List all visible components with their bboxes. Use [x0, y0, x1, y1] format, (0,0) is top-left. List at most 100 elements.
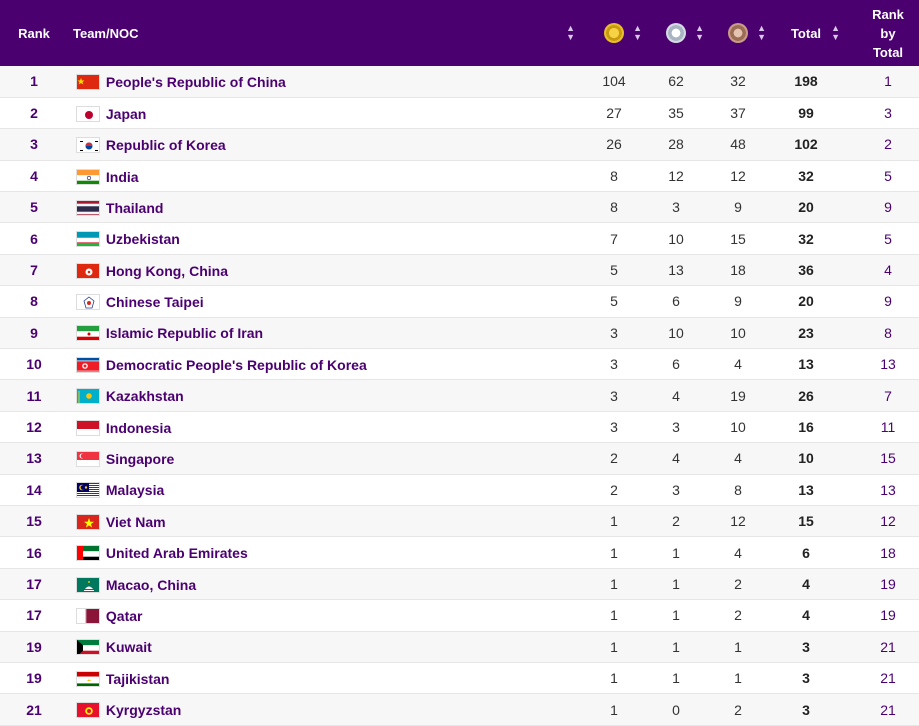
rank-by-total-column-header[interactable]: Rank by Total ▲▼ [843, 0, 919, 66]
team-cell[interactable]: Islamic Republic of Iran [68, 317, 583, 348]
country-name[interactable]: Qatar [105, 607, 143, 624]
dprk-flag-icon [76, 356, 100, 373]
team-cell[interactable]: Democratic People's Republic of Korea [68, 349, 583, 380]
sort-arrows-icon[interactable]: ▲ ▼ [633, 23, 642, 42]
table-row[interactable]: 16 United Arab Emirates 1 1 4 6 18 [0, 536, 919, 569]
team-cell[interactable]: Indonesia [68, 411, 583, 442]
table-row[interactable]: 9 Islamic Republic of Iran 3 10 10 23 8 [0, 317, 919, 349]
country-name[interactable]: Kuwait [105, 639, 152, 656]
table-row[interactable]: 6 Uzbekistan 7 10 15 32 5 [0, 222, 919, 255]
team-cell[interactable]: United Arab Emirates [68, 537, 583, 568]
bronze-count: 12 [730, 167, 746, 184]
total-count: 4 [802, 607, 810, 624]
table-row[interactable]: 10 Democratic People's Republic of Korea… [0, 348, 919, 380]
team-cell[interactable]: Kuwait [68, 631, 583, 662]
total-count: 32 [798, 230, 814, 247]
table-row[interactable]: 19 Kuwait 1 1 1 3 21 [0, 631, 919, 663]
rank-column-header[interactable]: Rank [0, 0, 68, 66]
table-row[interactable]: 13 Singapore 2 4 4 10 15 [0, 442, 919, 475]
table-row[interactable]: 19 Tajikistan 1 1 1 3 21 [0, 662, 919, 694]
rank-cell: 19 [26, 670, 42, 687]
country-name[interactable]: Uzbekistan [105, 231, 180, 248]
country-name[interactable]: Viet Nam [105, 513, 166, 530]
country-name[interactable]: Republic of Korea [105, 137, 226, 154]
team-cell[interactable]: Kazakhstan [68, 380, 583, 411]
team-cell[interactable]: Kyrgyzstan [68, 694, 583, 725]
rank-cell: 11 [26, 387, 42, 404]
team-column-header[interactable]: Team/NOC ▲ ▼ [68, 0, 583, 66]
team-cell[interactable]: Uzbekistan [68, 223, 583, 254]
country-name[interactable]: Chinese Taipei [105, 294, 204, 311]
team-cell[interactable]: Macao, China [68, 568, 583, 599]
table-row[interactable]: 3 Republic of Korea 26 28 48 102 2 [0, 128, 919, 161]
gold-count: 5 [610, 293, 618, 310]
team-cell[interactable]: Singapore [68, 443, 583, 474]
team-cell[interactable]: Republic of Korea [68, 129, 583, 160]
thailand-flag-icon [76, 199, 100, 216]
table-row[interactable]: 12 Indonesia 3 3 10 16 11 [0, 411, 919, 443]
table-row[interactable]: 1 People's Republic of China 104 62 32 1… [0, 66, 919, 98]
country-name[interactable]: Thailand [105, 199, 164, 216]
team-cell[interactable]: Hong Kong, China [68, 254, 583, 285]
table-row[interactable]: 21 Kyrgyzstan 1 0 2 3 21 [0, 693, 919, 726]
table-row[interactable]: 17 Qatar 1 1 2 4 19 [0, 599, 919, 632]
country-name[interactable]: Macao, China [105, 576, 197, 593]
team-cell[interactable]: Tajikistan [68, 662, 583, 693]
silver-count: 4 [672, 387, 680, 404]
table-header: Rank Team/NOC ▲ ▼ ▲ ▼ ▲ ▼ ▲ ▼ Total ▲ ▼ [0, 0, 919, 66]
country-name[interactable]: India [105, 168, 139, 185]
table-row[interactable]: 2 Japan 27 35 37 99 3 [0, 97, 919, 129]
team-cell[interactable]: Chinese Taipei [68, 286, 583, 317]
gold-column-header[interactable]: ▲ ▼ [583, 0, 645, 66]
country-name[interactable]: Tajikistan [105, 670, 170, 687]
country-name[interactable]: Islamic Republic of Iran [105, 325, 264, 342]
country-name[interactable]: Kyrgyzstan [105, 702, 182, 719]
rank-by-total-cell: 7 [884, 387, 892, 404]
table-row[interactable]: 17 Macao, China 1 1 2 4 19 [0, 568, 919, 600]
table-row[interactable]: 4 India 8 12 12 32 5 [0, 160, 919, 192]
country-name[interactable]: Hong Kong, China [105, 262, 228, 279]
country-name[interactable]: Malaysia [105, 482, 165, 499]
bronze-count: 10 [730, 418, 746, 435]
sort-arrows-icon[interactable]: ▲ ▼ [757, 23, 766, 42]
gold-count: 2 [610, 481, 618, 498]
table-row[interactable]: 8 Chinese Taipei 5 6 9 20 9 [0, 285, 919, 318]
team-cell[interactable]: India [68, 160, 583, 191]
team-cell[interactable]: Japan [68, 97, 583, 128]
rank-cell: 15 [26, 513, 42, 530]
country-name[interactable]: Singapore [105, 451, 175, 468]
country-name[interactable]: People's Republic of China [105, 74, 286, 91]
rank-cell: 21 [26, 701, 42, 718]
rank-by-total-cell: 8 [884, 324, 892, 341]
country-name[interactable]: United Arab Emirates [105, 545, 248, 562]
table-row[interactable]: 5 Thailand 8 3 9 20 9 [0, 191, 919, 223]
bronze-count: 4 [734, 450, 742, 467]
team-cell[interactable]: Thailand [68, 192, 583, 223]
country-name[interactable]: Kazakhstan [105, 388, 184, 405]
team-cell[interactable]: Viet Nam [68, 505, 583, 536]
rank-by-total-label-2: by [880, 25, 896, 41]
gold-count: 104 [602, 73, 626, 90]
gold-count: 3 [610, 356, 618, 373]
country-name[interactable]: Japan [105, 105, 147, 122]
sort-arrows-icon[interactable]: ▲ ▼ [831, 23, 840, 42]
india-flag-icon [76, 168, 100, 185]
bronze-count: 4 [734, 356, 742, 373]
country-name[interactable]: Indonesia [105, 419, 172, 436]
team-cell[interactable]: Qatar [68, 600, 583, 631]
table-row[interactable]: 15 Viet Nam 1 2 12 15 12 [0, 505, 919, 537]
gold-count: 8 [610, 167, 618, 184]
silver-column-header[interactable]: ▲ ▼ [645, 0, 707, 66]
team-cell[interactable]: Malaysia [68, 474, 583, 505]
bronze-medal-icon [728, 23, 748, 43]
table-row[interactable]: 14 Malaysia 2 3 8 13 13 [0, 474, 919, 506]
sort-arrows-icon[interactable]: ▲ ▼ [566, 23, 575, 42]
sort-arrows-icon[interactable]: ▲ ▼ [695, 23, 704, 42]
team-cell[interactable]: People's Republic of China [68, 66, 583, 97]
table-row[interactable]: 11 Kazakhstan 3 4 19 26 7 [0, 379, 919, 412]
bronze-column-header[interactable]: ▲ ▼ [707, 0, 769, 66]
country-name[interactable]: Democratic People's Republic of Korea [105, 356, 367, 373]
bronze-count: 48 [730, 136, 746, 153]
total-column-header[interactable]: Total ▲ ▼ [769, 0, 843, 66]
table-row[interactable]: 7 Hong Kong, China 5 13 18 36 4 [0, 254, 919, 286]
